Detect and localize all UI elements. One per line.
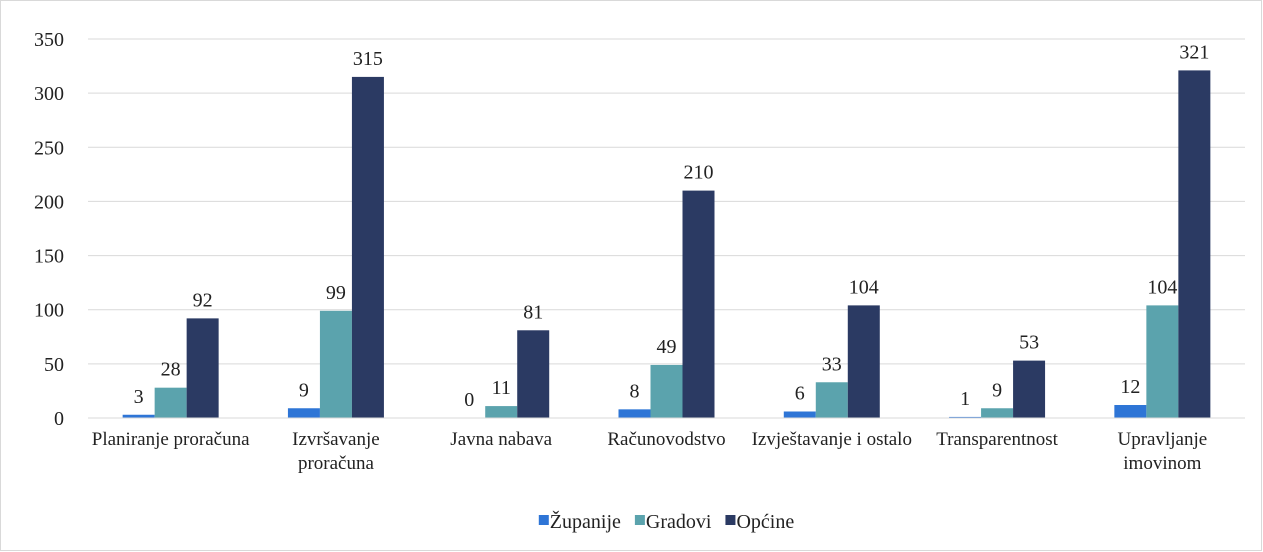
bar <box>351 76 384 419</box>
legend-swatch <box>538 515 549 525</box>
legend: Županije Gradovi Općine <box>538 510 794 533</box>
y-tick-label: 250 <box>34 137 64 159</box>
bar <box>319 310 352 418</box>
bar <box>650 364 683 418</box>
data-label: 81 <box>523 301 543 323</box>
legend-swatch <box>725 515 736 525</box>
y-tick-label: 50 <box>44 354 64 376</box>
bar <box>981 408 1014 418</box>
bar <box>1114 405 1147 418</box>
data-label: 6 <box>795 383 805 405</box>
bar <box>815 382 848 418</box>
bar <box>1178 70 1211 418</box>
data-label: 92 <box>193 289 213 311</box>
data-label: 12 <box>1120 376 1140 398</box>
bar <box>287 408 320 418</box>
bar <box>485 406 518 418</box>
data-label: 8 <box>630 380 640 402</box>
data-label: 33 <box>822 353 842 375</box>
y-tick-label: 300 <box>34 83 64 105</box>
data-label: 0 <box>464 389 474 411</box>
x-tick-label: Transparentnost <box>936 429 1058 450</box>
bar <box>1013 360 1046 418</box>
y-tick-label: 0 <box>54 408 64 430</box>
x-tick-label-box: Javna nabava <box>450 429 553 450</box>
data-label: 3 <box>134 386 144 408</box>
x-tick-label: Javna nabava <box>450 429 553 450</box>
y-tick-label: 350 <box>34 29 64 51</box>
y-tick-label: 150 <box>34 246 64 268</box>
data-label: 53 <box>1019 332 1039 354</box>
legend-label: Općine <box>736 511 794 533</box>
x-tick-label-box: Računovodstvo <box>607 429 726 450</box>
data-label: 1 <box>960 388 970 410</box>
x-tick-label: Planiranje proračuna <box>91 429 250 450</box>
bar <box>122 414 155 418</box>
data-label: 28 <box>161 359 181 381</box>
legend-label: Gradovi <box>646 511 712 533</box>
bar <box>618 409 651 418</box>
x-tick-label-box: Izvršavanje proračuna <box>292 429 380 474</box>
bar <box>186 318 219 418</box>
bar <box>1146 305 1179 418</box>
x-tick-label-box: Izvještavanje i ostalo <box>751 429 912 450</box>
data-label: 49 <box>657 336 677 358</box>
data-label: 11 <box>492 377 511 399</box>
bar <box>682 190 715 418</box>
x-tick-label: Izvršavanje proračuna <box>292 429 380 474</box>
bar <box>847 305 880 418</box>
x-tick-label: Izvještavanje i ostalo <box>751 429 912 450</box>
data-label: 321 <box>1179 41 1209 63</box>
x-tick-label-box: Transparentnost <box>936 429 1058 450</box>
x-tick-label: Računovodstvo <box>607 429 726 450</box>
data-label: 9 <box>992 379 1002 401</box>
legend-label: Županije <box>550 510 621 533</box>
data-label: 99 <box>326 282 346 304</box>
x-tick-label-box: Planiranje proračuna <box>91 429 250 450</box>
x-tick-label-box: Upravljanje imovinom <box>1117 429 1208 474</box>
bar <box>154 387 187 418</box>
data-label: 315 <box>353 48 383 70</box>
bar <box>783 411 816 418</box>
y-tick-label: 200 <box>34 191 64 213</box>
data-label: 9 <box>299 379 309 401</box>
x-tick-label: Upravljanje imovinom <box>1117 429 1208 474</box>
data-label: 104 <box>1147 276 1177 298</box>
bar <box>517 330 550 418</box>
bar <box>949 416 982 418</box>
legend-swatch <box>634 515 645 525</box>
data-label: 210 <box>684 162 714 184</box>
y-tick-label: 100 <box>34 300 64 322</box>
data-label: 104 <box>849 276 879 298</box>
